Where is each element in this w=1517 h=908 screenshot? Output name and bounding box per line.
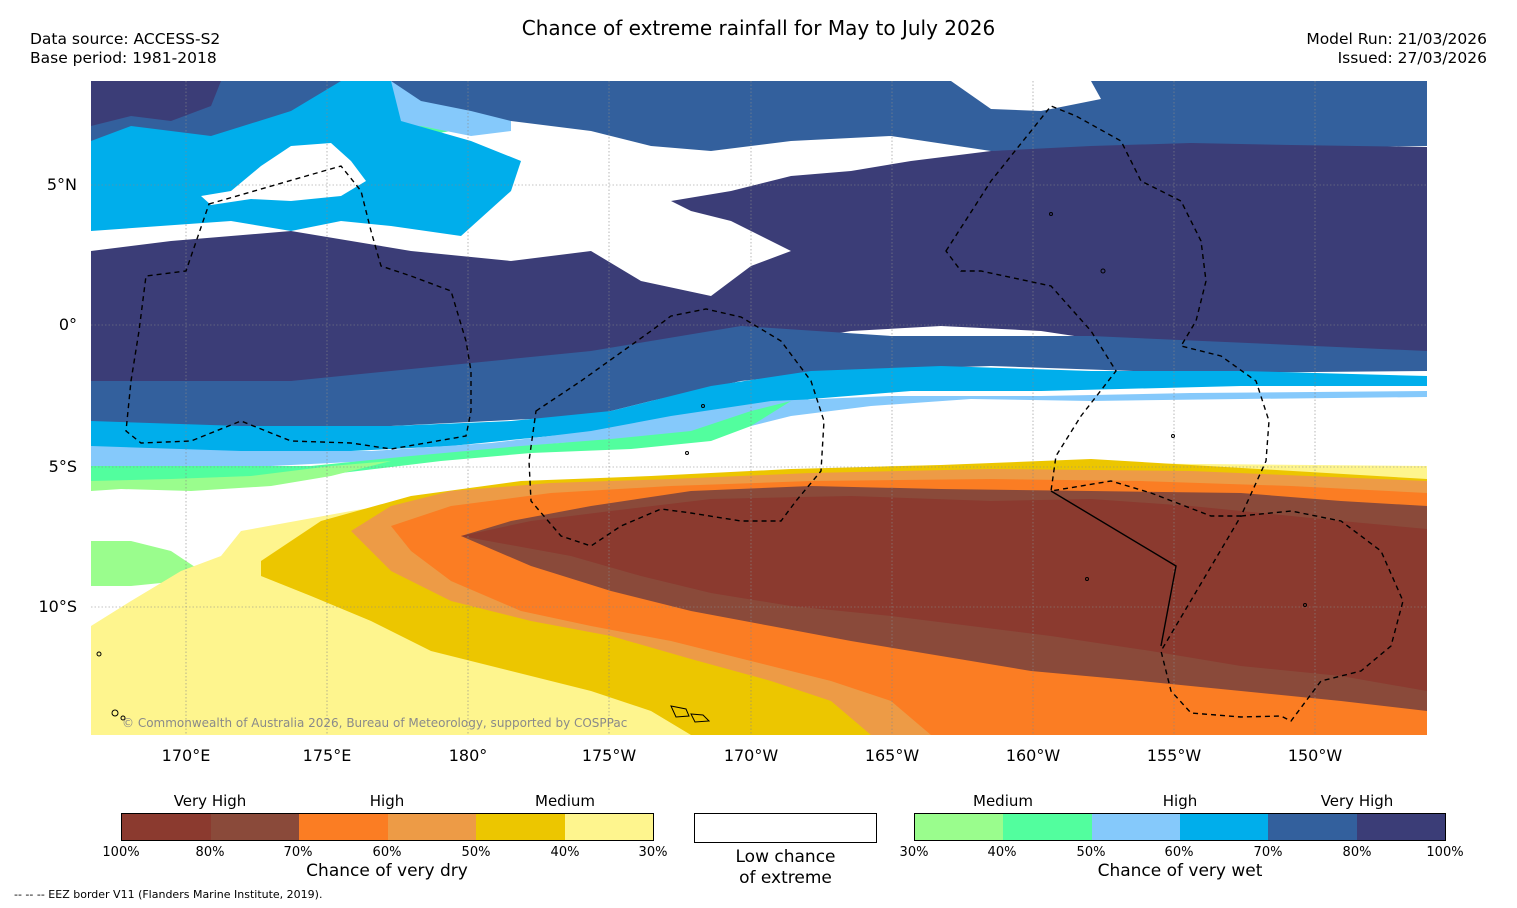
wet-swatch-3 [1091, 814, 1180, 840]
lat-label-5n: 5°N [46, 175, 77, 194]
lon-label-170w: 170°W [723, 746, 779, 765]
page-title: Chance of extreme rainfall for May to Ju… [521, 16, 996, 40]
dry-category-high: High [369, 792, 405, 810]
dry-tick-40: 40% [550, 845, 580, 860]
dry-band-80 [461, 496, 1427, 691]
lon-label-175e: 175°E [302, 746, 352, 765]
wet-category-medium: Medium [973, 792, 1033, 810]
wet-swatch-1 [915, 814, 1004, 840]
rainfall-map[interactable] [91, 81, 1427, 735]
metadata-left: Data source: ACCESS-S2 Base period: 1981… [30, 30, 220, 68]
wet-category-high: High [1162, 792, 1198, 810]
lon-label-170e: 170°E [161, 746, 211, 765]
gridlines [91, 81, 1427, 735]
dry-tick-100: 100% [102, 845, 140, 860]
issued-date: Issued: 27/03/2026 [1337, 49, 1487, 67]
wet-legend-title: Chance of very wet [1097, 861, 1263, 881]
dry-category-very-high: Very High [173, 792, 247, 810]
dry-tick-70: 70% [283, 845, 313, 860]
white-patch-north [201, 143, 366, 205]
dry-tick-80: 80% [195, 845, 225, 860]
wet-tick-40: 40% [987, 845, 1017, 860]
wet-south-40 [91, 401, 791, 486]
dry-swatch-1 [122, 814, 211, 840]
wet-core-nw [91, 81, 221, 126]
wet-tick-80: 80% [1342, 845, 1372, 860]
dry-category-medium: Medium [535, 792, 595, 810]
wet-category-very-high: Very High [1320, 792, 1394, 810]
wet-south-60 [91, 366, 1427, 453]
wet-tick-70: 70% [1253, 845, 1283, 860]
wet-south-70 [91, 326, 1427, 426]
metadata-right: Model Run: 21/03/2026 Issued: 27/03/2026 [1306, 30, 1487, 68]
copyright-notice: © Commonwealth of Australia 2026, Bureau… [122, 716, 628, 730]
white-patch-northeast [951, 81, 1101, 111]
lat-label-equator: 0° [58, 315, 77, 334]
lon-label-180: 180° [448, 746, 488, 765]
wet-tick-60: 60% [1164, 845, 1194, 860]
wet-swatch-4 [1179, 814, 1269, 840]
wet-swatch-5 [1268, 814, 1357, 840]
islands [96, 212, 1307, 723]
base-period: Base period: 1981-2018 [30, 49, 217, 67]
boundary-line-solid [1050, 490, 1177, 647]
data-source: Data source: ACCESS-S2 [30, 30, 221, 48]
lon-label-160w: 160°W [1005, 746, 1061, 765]
eez-border-line-islands [945, 105, 1270, 517]
dry-tick-50: 50% [461, 845, 491, 860]
dry-legend-title: Chance of very dry [306, 861, 468, 881]
lon-label-155w: 155°W [1146, 746, 1202, 765]
wet-tick-100: 100% [1426, 845, 1464, 860]
dry-swatch-5 [476, 814, 565, 840]
wet-tick-30: 30% [899, 845, 929, 860]
lat-label-10s: 10°S [38, 597, 77, 616]
wet-colorbar [914, 813, 1446, 841]
lat-label-5s: 5°S [48, 457, 77, 476]
model-run: Model Run: 21/03/2026 [1306, 30, 1487, 48]
dry-colorbar [121, 813, 654, 841]
eez-border-cook-islands [1160, 510, 1404, 722]
eez-border-kiribati-gilbert [125, 165, 472, 450]
dry-swatch-2 [210, 814, 299, 840]
wet-patch-southwest [91, 541, 201, 586]
eez-footnote: -- -- -- EEZ border V11 (Flanders Marine… [14, 888, 323, 901]
lon-label-150w: 150°W [1287, 746, 1343, 765]
wet-swatch-6 [1356, 814, 1445, 840]
dry-swatch-3 [299, 814, 388, 840]
eez-border-tokelau-phoenix [528, 308, 825, 547]
wet-swatch-2 [1003, 814, 1092, 840]
wet-tick-50: 50% [1076, 845, 1106, 860]
dry-swatch-6 [564, 814, 653, 840]
wet-core-north [91, 143, 1427, 411]
neutral-label-line1: Low chance [735, 847, 836, 867]
neutral-swatch [694, 813, 877, 843]
lon-label-165w: 165°W [864, 746, 920, 765]
wet-south-50 [91, 391, 1427, 471]
dry-tick-60: 60% [372, 845, 402, 860]
dry-tick-30: 30% [638, 845, 668, 860]
dry-swatch-4 [387, 814, 476, 840]
lon-label-175w: 175°W [581, 746, 637, 765]
neutral-label-line2: of extreme [739, 868, 832, 888]
wet-south-30 [91, 461, 391, 491]
